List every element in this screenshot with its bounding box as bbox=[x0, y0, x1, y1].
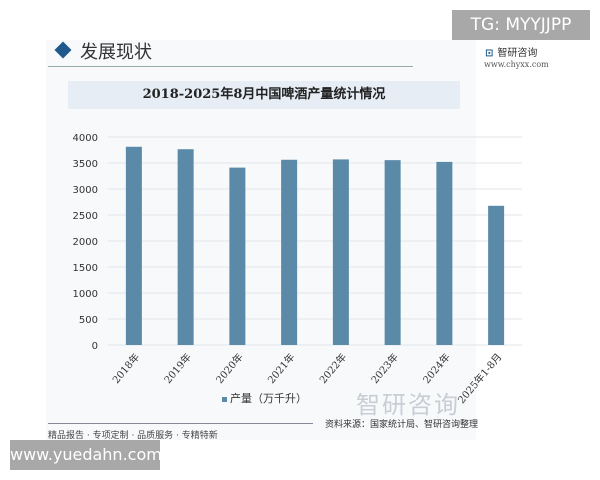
tg-overlay: TG: MYYJJPP bbox=[452, 10, 590, 40]
y-tick-label: 2500 bbox=[73, 211, 98, 222]
footer-divider bbox=[48, 423, 313, 424]
bar bbox=[229, 167, 246, 345]
y-tick-label: 500 bbox=[79, 315, 98, 326]
legend-swatch bbox=[222, 396, 227, 402]
bar bbox=[384, 160, 401, 345]
y-tick-label: 1500 bbox=[73, 263, 98, 274]
x-tick-label: 2018年 bbox=[109, 351, 142, 387]
watermark: 智研咨询 bbox=[356, 391, 460, 419]
y-tick-label: 3500 bbox=[73, 159, 98, 170]
brand-logo: ⊡ 智研咨询 bbox=[485, 44, 537, 59]
bar bbox=[177, 149, 194, 345]
x-tick-label: 2019年 bbox=[161, 351, 194, 387]
y-tick-label: 2000 bbox=[73, 237, 98, 248]
bar bbox=[281, 159, 298, 345]
y-tick-label: 4000 bbox=[73, 133, 98, 144]
legend: 产量（万千升） bbox=[222, 390, 307, 406]
bar bbox=[488, 205, 505, 345]
x-tick-label: 2025年1-8月 bbox=[455, 351, 505, 407]
source-note: 资料来源：国家统计局、智研咨询整理 bbox=[325, 420, 479, 430]
bar bbox=[332, 159, 349, 345]
logo-text: 智研咨询 bbox=[497, 48, 538, 59]
bar bbox=[436, 161, 453, 345]
x-tick-label: 2024年 bbox=[420, 351, 453, 387]
legend-label: 产量（万千升） bbox=[230, 392, 307, 405]
y-tick-label: 0 bbox=[92, 341, 98, 352]
x-tick-label: 2022年 bbox=[316, 351, 349, 387]
x-tick-label: 2021年 bbox=[265, 351, 298, 387]
chart-title: 2018-2025年8月中国啤酒产量统计情况 bbox=[68, 81, 460, 109]
x-tick-label: 2023年 bbox=[368, 351, 401, 387]
y-tick-label: 1000 bbox=[73, 289, 98, 300]
logo-url: www.chyxx.com bbox=[484, 60, 549, 69]
section-title: 发展现状 bbox=[80, 42, 152, 63]
logo-icon: ⊡ bbox=[485, 48, 494, 59]
site-overlay: www.yuedahn.com bbox=[10, 440, 162, 470]
bar bbox=[125, 146, 142, 345]
footer-tagline: 精品报告 · 专项定制 · 品质服务 · 专精特新 bbox=[48, 431, 218, 441]
divider bbox=[48, 66, 413, 67]
x-tick-label: 2020年 bbox=[213, 351, 246, 387]
y-tick-label: 3000 bbox=[73, 185, 98, 196]
